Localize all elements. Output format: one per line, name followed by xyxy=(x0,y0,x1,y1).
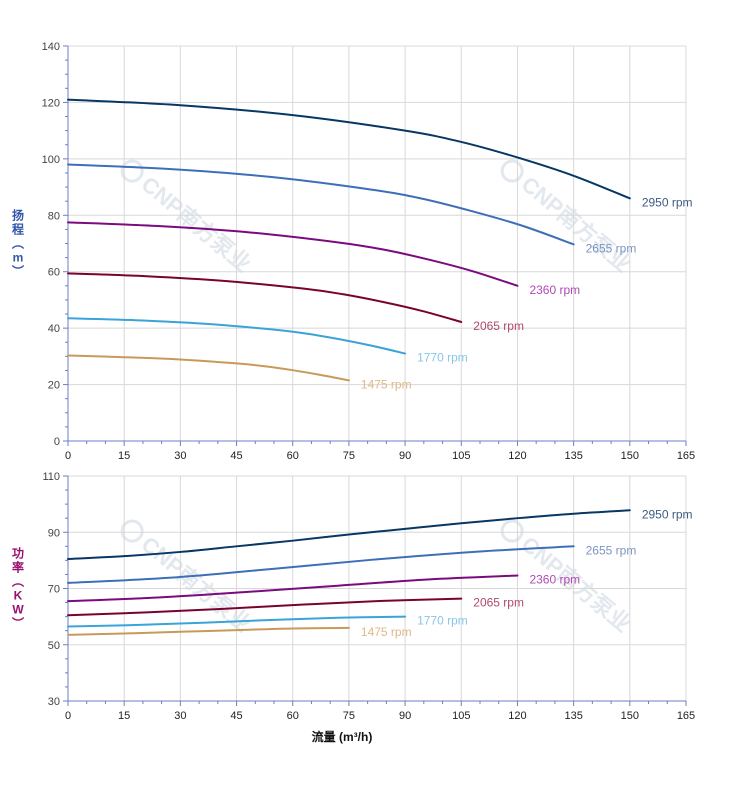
x-tick-label: 90 xyxy=(399,450,411,462)
x-tick-label: 15 xyxy=(118,710,130,722)
x-tick-label: 120 xyxy=(508,710,526,722)
series-line xyxy=(67,626,350,636)
watermark-logo-icon xyxy=(500,159,524,183)
x-axis-title: 流量 (m³/h) xyxy=(312,729,373,744)
x-tick-label: 60 xyxy=(287,450,299,462)
x-tick-label: 165 xyxy=(677,450,695,462)
x-tick-label: 105 xyxy=(452,450,470,462)
series-line xyxy=(67,163,575,246)
y-tick-label: 100 xyxy=(42,154,60,166)
head-chart: 0 20 40 60 80 100 120 140 0 15 30 45 60 75 90 105 120 135… xyxy=(11,41,695,462)
series-label: 1770 rpm xyxy=(417,614,468,628)
series-line xyxy=(67,98,631,200)
x-tick-label: 135 xyxy=(564,710,582,722)
y-tick-label: 120 xyxy=(42,97,60,109)
series-label: 2950 rpm xyxy=(642,195,693,209)
power-chart: 30 50 70 90 110 0 15 30 45 60 75 90 105 120 135 150 165 功… xyxy=(11,471,695,744)
series-label: 1475 rpm xyxy=(361,377,412,391)
y-tick-label: 110 xyxy=(42,471,60,483)
x-tick-label: 135 xyxy=(564,450,582,462)
x-tick-label: 0 xyxy=(65,710,71,722)
series-label: 2655 rpm xyxy=(586,543,637,557)
series-line xyxy=(67,272,463,323)
series-label: 2065 rpm xyxy=(473,319,524,333)
y-tick-label: 80 xyxy=(48,210,60,222)
x-tick-label: 45 xyxy=(230,450,242,462)
watermark-logo-icon xyxy=(120,519,144,543)
watermark-logo-icon xyxy=(500,519,524,543)
x-tick-label: 0 xyxy=(65,450,71,462)
x-tick-label: 165 xyxy=(677,710,695,722)
series-label: 2655 rpm xyxy=(586,241,637,255)
series-label: 2360 rpm xyxy=(529,573,580,587)
series-label: 1475 rpm xyxy=(361,625,412,639)
watermark-text: CNP南方泵业 xyxy=(517,171,636,277)
x-tick-label: 150 xyxy=(621,710,639,722)
series-label: 2950 rpm xyxy=(642,507,693,521)
series-label: 1770 rpm xyxy=(417,351,468,365)
grid xyxy=(67,475,687,702)
x-tick-label: 105 xyxy=(452,710,470,722)
y-tick-label: 70 xyxy=(48,584,60,596)
x-tick-label: 90 xyxy=(399,710,411,722)
x-tick-label: 30 xyxy=(174,710,186,722)
y-tick-label: 0 xyxy=(54,436,60,448)
y-tick-label: 40 xyxy=(48,323,60,335)
series-line xyxy=(67,574,519,603)
series-label: 2360 rpm xyxy=(529,283,580,297)
y-axis-title: 扬程︵ m ︶ xyxy=(11,208,25,279)
series-line xyxy=(67,221,519,287)
x-tick-label: 15 xyxy=(118,450,130,462)
x-tick-label: 60 xyxy=(287,710,299,722)
y-tick-label: 60 xyxy=(48,267,60,279)
series-line xyxy=(67,317,407,355)
x-tick-label: 150 xyxy=(621,450,639,462)
x-tick-label: 120 xyxy=(508,450,526,462)
series-line xyxy=(67,615,407,628)
series-line xyxy=(67,509,631,560)
x-tick-label: 75 xyxy=(343,710,355,722)
series-line xyxy=(67,545,575,584)
x-tick-label: 30 xyxy=(174,450,186,462)
y-tick-label: 140 xyxy=(42,41,60,53)
y-tick-label: 50 xyxy=(48,640,60,652)
watermark-logo-icon xyxy=(120,159,144,183)
y-tick-label: 30 xyxy=(48,696,60,708)
series-line xyxy=(67,354,350,382)
series-label: 2065 rpm xyxy=(473,596,524,610)
y-axis-title: 功率︵ K W ︶ xyxy=(11,546,25,631)
y-tick-label: 20 xyxy=(48,380,60,392)
watermark-text: CNP南方泵业 xyxy=(137,171,256,277)
x-tick-label: 75 xyxy=(343,450,355,462)
x-tick-label: 45 xyxy=(230,710,242,722)
y-tick-label: 90 xyxy=(48,527,60,539)
series-line xyxy=(67,597,463,617)
